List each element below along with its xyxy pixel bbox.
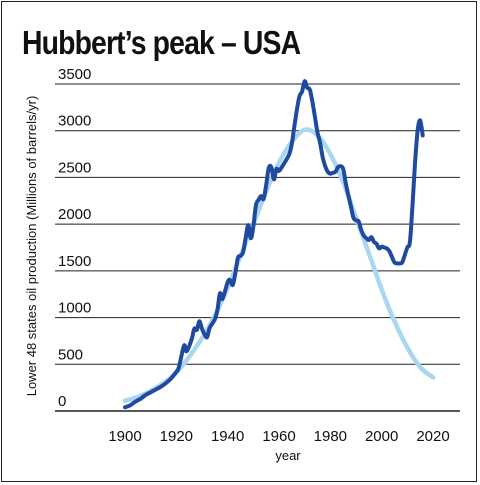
- series-line-actual: [123, 79, 425, 410]
- y-axis-label: Lower 48 states oil production (Millions…: [24, 96, 39, 397]
- y-tick-label: 3500: [58, 66, 91, 83]
- x-tick-label: 1920: [160, 428, 193, 445]
- series-lines: [122, 79, 436, 410]
- y-tick-label: 2500: [58, 159, 91, 176]
- x-tick-label: 2000: [365, 428, 398, 445]
- x-tick-label: 1900: [108, 428, 141, 445]
- y-tick-label: 1000: [58, 300, 91, 317]
- y-tick-label: 3000: [58, 113, 91, 130]
- y-tick-label: 2000: [58, 206, 91, 223]
- x-tick-label: 1980: [314, 428, 347, 445]
- x-tick-labels: 1900 1920 1940 1960 1980 2000 2020: [108, 428, 449, 445]
- x-tick-label: 1940: [211, 428, 244, 445]
- y-tick-label: 500: [58, 346, 83, 363]
- y-tick-labels: 0 500 1000 1500 2000 2500 3000 3500: [58, 66, 91, 410]
- gridlines: [55, 83, 460, 412]
- chart-title: Hubbert’s peak – USA: [22, 24, 301, 61]
- y-tick-label: 1500: [58, 253, 91, 270]
- x-axis-label: year: [275, 448, 301, 463]
- y-tick-label: 0: [58, 393, 66, 410]
- x-tick-label: 1960: [262, 428, 295, 445]
- x-tick-label: 2020: [416, 428, 449, 445]
